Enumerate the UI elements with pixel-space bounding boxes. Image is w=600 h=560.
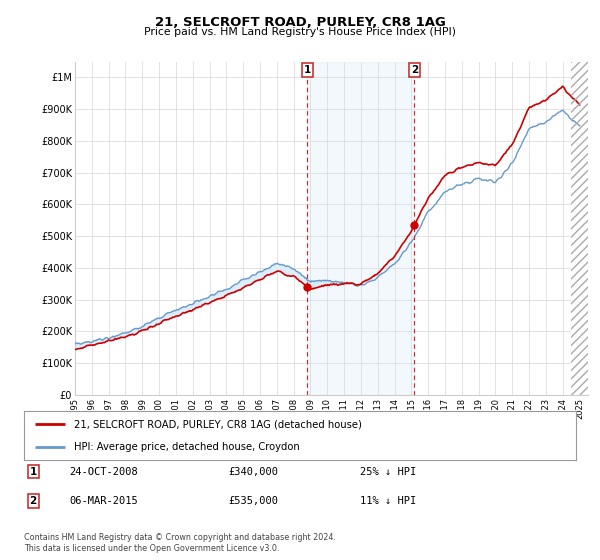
Text: Contains HM Land Registry data © Crown copyright and database right 2024.
This d: Contains HM Land Registry data © Crown c…: [24, 533, 336, 553]
Bar: [571, 46, 588, 395]
Text: 2: 2: [29, 496, 37, 506]
Text: HPI: Average price, detached house, Croydon: HPI: Average price, detached house, Croy…: [74, 442, 299, 452]
Text: 24-OCT-2008: 24-OCT-2008: [69, 466, 138, 477]
Text: 11% ↓ HPI: 11% ↓ HPI: [360, 496, 416, 506]
Text: 06-MAR-2015: 06-MAR-2015: [69, 496, 138, 506]
Text: £535,000: £535,000: [228, 496, 278, 506]
Text: 2: 2: [410, 65, 418, 75]
Bar: [571, 62, 588, 395]
Text: £340,000: £340,000: [228, 466, 278, 477]
Text: 1: 1: [29, 466, 37, 477]
Text: 1: 1: [304, 65, 311, 75]
Bar: [307, 62, 414, 395]
Text: 21, SELCROFT ROAD, PURLEY, CR8 1AG (detached house): 21, SELCROFT ROAD, PURLEY, CR8 1AG (deta…: [74, 419, 362, 430]
Text: 21, SELCROFT ROAD, PURLEY, CR8 1AG: 21, SELCROFT ROAD, PURLEY, CR8 1AG: [155, 16, 445, 29]
Text: Price paid vs. HM Land Registry's House Price Index (HPI): Price paid vs. HM Land Registry's House …: [144, 27, 456, 37]
Text: 25% ↓ HPI: 25% ↓ HPI: [360, 466, 416, 477]
